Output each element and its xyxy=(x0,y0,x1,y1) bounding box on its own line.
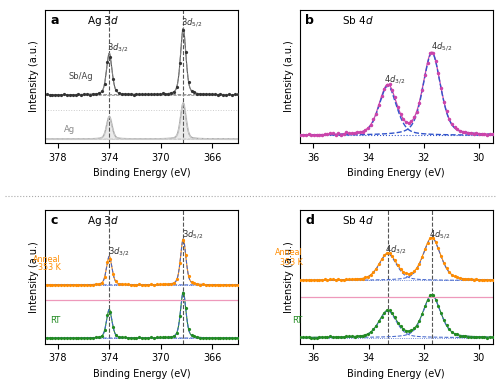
Text: c: c xyxy=(51,214,58,227)
Text: $3d_{5/2}$: $3d_{5/2}$ xyxy=(182,228,204,241)
X-axis label: Binding Energy (eV): Binding Energy (eV) xyxy=(347,369,445,379)
Text: Ag: Ag xyxy=(64,125,76,134)
Text: Sb 4$d$: Sb 4$d$ xyxy=(342,14,374,25)
Text: Ag 3$d$: Ag 3$d$ xyxy=(88,14,120,28)
Text: 353 K: 353 K xyxy=(38,263,60,272)
Text: Sb/Ag: Sb/Ag xyxy=(68,73,93,81)
Text: $3d_{3/2}$: $3d_{3/2}$ xyxy=(108,245,130,258)
Text: Sb 4$d$: Sb 4$d$ xyxy=(342,214,374,226)
Text: $4d_{5/2}$: $4d_{5/2}$ xyxy=(429,228,450,240)
X-axis label: Binding Energy (eV): Binding Energy (eV) xyxy=(347,168,445,178)
Y-axis label: Intensity (a.u.): Intensity (a.u.) xyxy=(30,41,40,112)
Text: a: a xyxy=(51,14,60,27)
Text: $4d_{3/2}$: $4d_{3/2}$ xyxy=(384,73,405,86)
Text: RT: RT xyxy=(292,315,302,325)
Y-axis label: Intensity (a.u.): Intensity (a.u.) xyxy=(284,41,294,112)
Text: 353 K: 353 K xyxy=(280,258,302,267)
Text: RT: RT xyxy=(50,317,60,325)
X-axis label: Binding Energy (eV): Binding Energy (eV) xyxy=(92,369,190,379)
Text: $3d_{3/2}$: $3d_{3/2}$ xyxy=(108,41,128,54)
Y-axis label: Intensity (a.u.): Intensity (a.u.) xyxy=(30,241,40,313)
Text: Ag 3$d$: Ag 3$d$ xyxy=(88,214,120,228)
Text: $3d_{5/2}$: $3d_{5/2}$ xyxy=(180,16,202,29)
Text: b: b xyxy=(306,14,314,27)
Text: Anneal: Anneal xyxy=(32,255,60,264)
X-axis label: Binding Energy (eV): Binding Energy (eV) xyxy=(92,168,190,178)
Text: $4d_{3/2}$: $4d_{3/2}$ xyxy=(385,244,406,256)
Text: $4d_{5/2}$: $4d_{5/2}$ xyxy=(430,40,452,53)
Text: d: d xyxy=(306,214,314,227)
Text: Anneal: Anneal xyxy=(274,248,302,257)
Y-axis label: Intensity (a.u.): Intensity (a.u.) xyxy=(284,241,294,313)
